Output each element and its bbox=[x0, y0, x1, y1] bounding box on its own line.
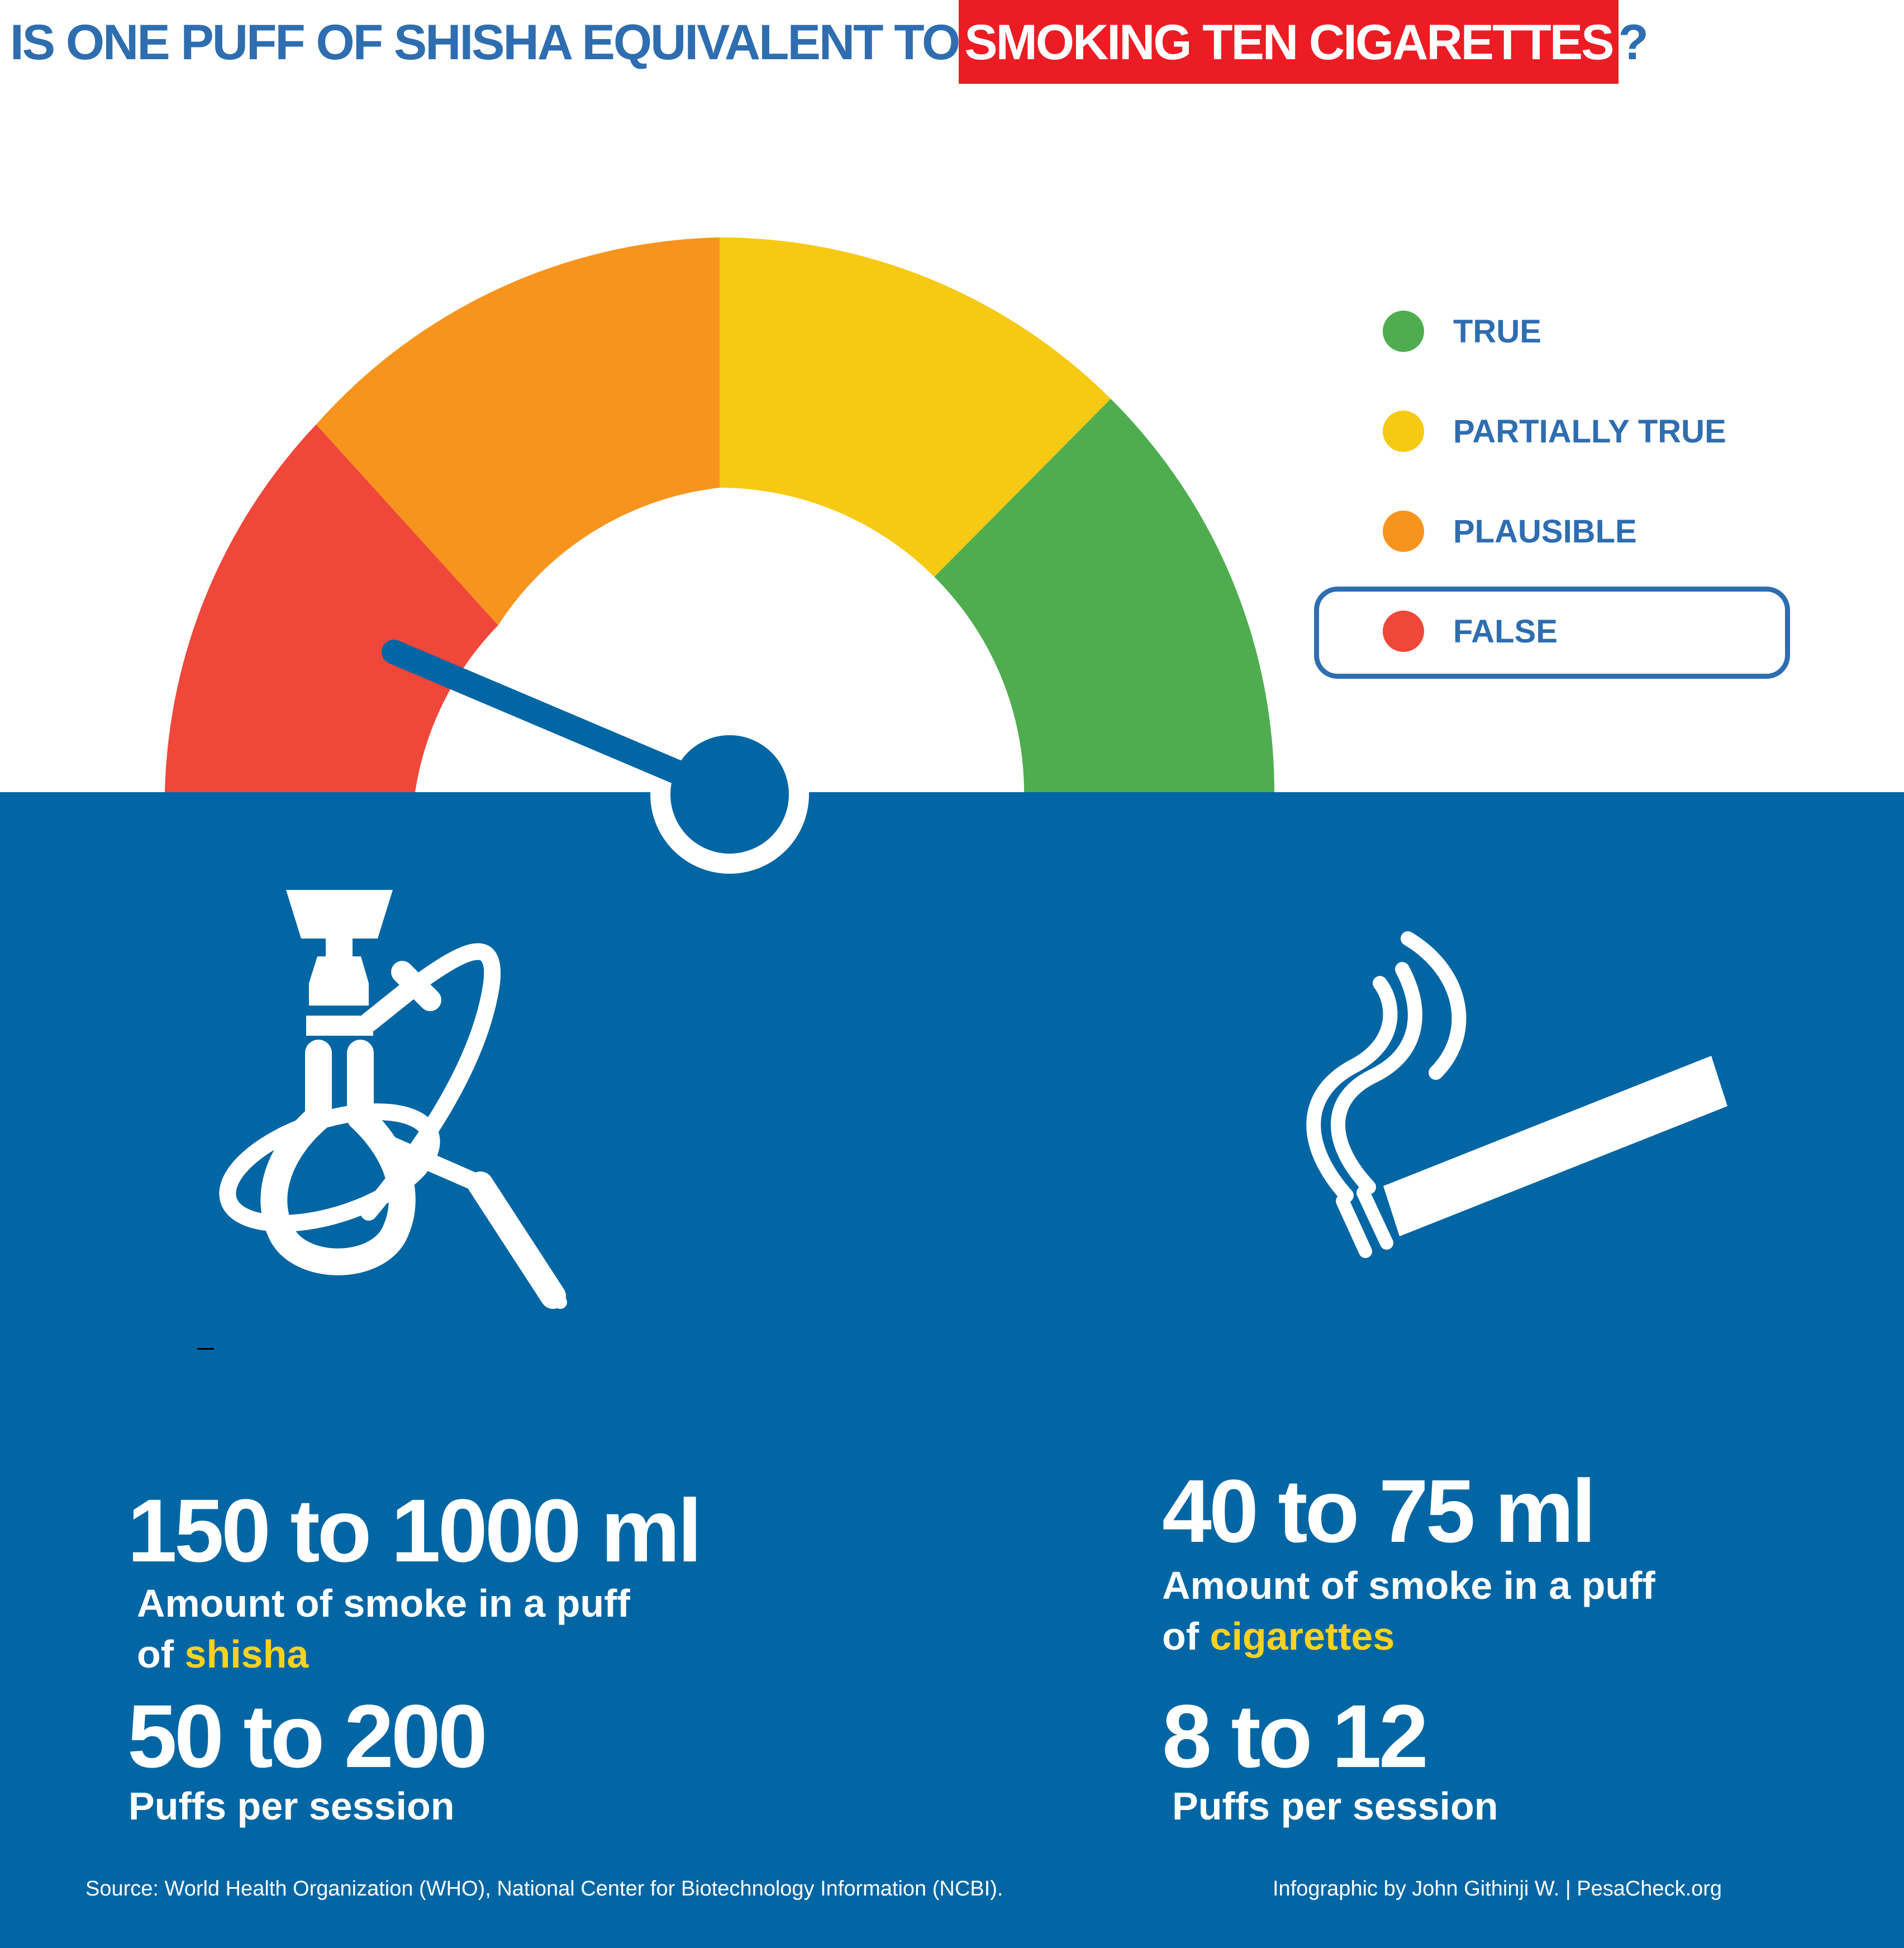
cigarettes-puffs-desc: Puffs per session bbox=[1172, 1784, 1498, 1828]
legend-selected-box bbox=[1314, 587, 1790, 679]
credit-note: Infographic by John Githinji W. | PesaCh… bbox=[1273, 1877, 1722, 1901]
cigarettes-smoke-value: 40 to 75 ml bbox=[1162, 1461, 1596, 1561]
cigarettes-smoke-desc-prefix: of bbox=[1162, 1614, 1210, 1658]
shisha-smoke-desc-line2: of shisha bbox=[137, 1629, 630, 1680]
legend-dot-false bbox=[1383, 611, 1424, 652]
title-suffix: ? bbox=[1618, 13, 1649, 70]
shisha-smoke-desc-highlight: shisha bbox=[184, 1632, 309, 1676]
cigarettes-smoke-desc-line2: of cigarettes bbox=[1162, 1611, 1655, 1662]
cigarette-icon bbox=[1306, 931, 1727, 1258]
gauge-segment-true bbox=[934, 398, 1274, 792]
shisha-puffs-desc: Puffs per session bbox=[128, 1784, 455, 1828]
cigarettes-smoke-desc: Amount of smoke in a puff of cigarettes bbox=[1162, 1560, 1655, 1662]
source-note: Source: World Health Organization (WHO),… bbox=[85, 1877, 1003, 1901]
legend-item-true: TRUE bbox=[1383, 309, 1541, 354]
shisha-smoke-desc-line1: Amount of smoke in a puff bbox=[137, 1582, 630, 1625]
legend-dot-partially-true bbox=[1383, 411, 1424, 452]
gauge-segment-false bbox=[165, 424, 498, 792]
shisha-smoke-value: 150 to 1000 ml bbox=[127, 1480, 702, 1580]
legend-label-partially-true: PARTIALLY TRUE bbox=[1453, 413, 1726, 450]
hookah-icon bbox=[219, 890, 567, 1309]
cigarettes-smoke-desc-highlight: cigarettes bbox=[1210, 1614, 1395, 1658]
page-title: IS ONE PUFF OF SHISHA EQUIVALENT TO SMOK… bbox=[10, 0, 1649, 84]
legend-item-partially-true: PARTIALLY TRUE bbox=[1383, 409, 1726, 454]
legend-label-plausible: PLAUSIBLE bbox=[1453, 513, 1637, 550]
legend-dot-plausible bbox=[1383, 511, 1424, 552]
legend-label-false: FALSE bbox=[1453, 613, 1558, 650]
gauge-segment-plausible bbox=[316, 237, 720, 626]
stray-dash bbox=[197, 1348, 214, 1350]
gauge-segment-partially-true bbox=[720, 237, 1111, 577]
title-highlight: SMOKING TEN CIGARETTES bbox=[959, 0, 1619, 84]
shisha-puffs-value: 50 to 200 bbox=[127, 1686, 488, 1786]
title-highlight-text: SMOKING TEN CIGARETTES bbox=[964, 13, 1614, 70]
cigarettes-smoke-desc-line1: Amount of smoke in a puff bbox=[1162, 1564, 1655, 1607]
legend-label-true: TRUE bbox=[1453, 313, 1541, 350]
shisha-smoke-desc: Amount of smoke in a puff of shisha bbox=[137, 1578, 630, 1680]
legend-item-plausible: PLAUSIBLE bbox=[1383, 509, 1637, 554]
shisha-smoke-desc-prefix: of bbox=[137, 1632, 185, 1676]
legend-item-false: FALSE bbox=[1383, 609, 1558, 654]
title-prefix: IS ONE PUFF OF SHISHA EQUIVALENT TO bbox=[10, 13, 960, 70]
cigarettes-puffs-value: 8 to 12 bbox=[1162, 1686, 1429, 1786]
legend-dot-true bbox=[1383, 311, 1424, 352]
gauge-needle bbox=[382, 640, 809, 874]
